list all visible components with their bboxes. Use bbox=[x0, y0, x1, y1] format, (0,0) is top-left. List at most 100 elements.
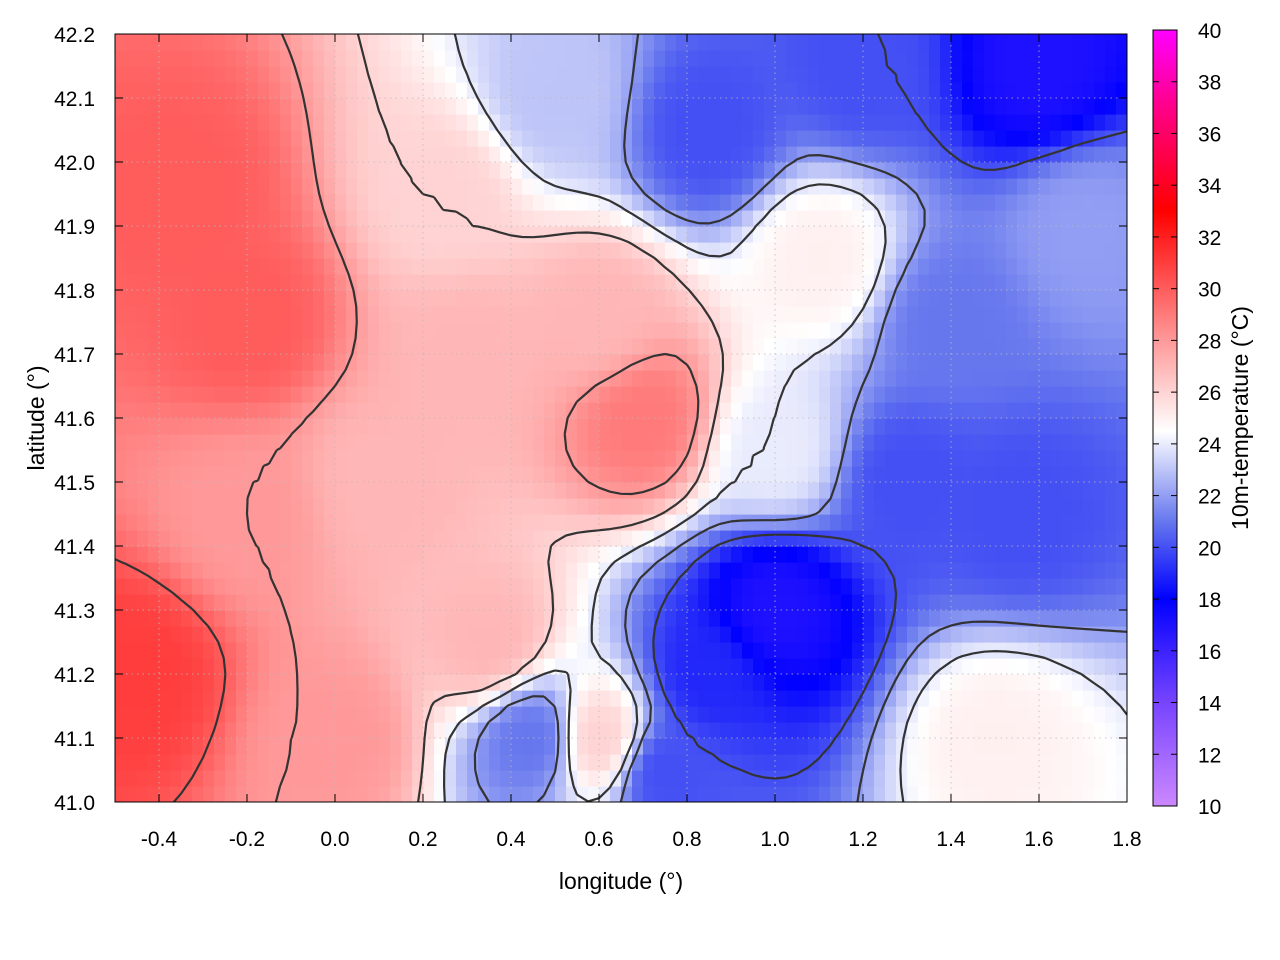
heatmap-cell bbox=[522, 146, 534, 163]
heatmap-cell bbox=[236, 354, 248, 371]
heatmap-cell bbox=[1061, 162, 1073, 179]
heatmap-cell bbox=[115, 194, 127, 211]
heatmap-cell bbox=[819, 482, 831, 499]
heatmap-cell bbox=[379, 466, 391, 483]
heatmap-cell bbox=[753, 210, 765, 227]
heatmap-cell bbox=[115, 626, 127, 643]
heatmap-cell bbox=[1072, 146, 1084, 163]
heatmap-cell bbox=[225, 82, 237, 99]
heatmap-cell bbox=[269, 482, 281, 499]
heatmap-cell bbox=[137, 354, 149, 371]
heatmap-cell bbox=[489, 434, 501, 451]
heatmap-cell bbox=[995, 674, 1007, 691]
heatmap-cell bbox=[1028, 178, 1040, 195]
heatmap-cell bbox=[643, 130, 655, 147]
heatmap-cell bbox=[258, 178, 270, 195]
heatmap-cell bbox=[1116, 114, 1127, 131]
heatmap-cell bbox=[291, 338, 303, 355]
heatmap-cell bbox=[1061, 482, 1073, 499]
heatmap-cell bbox=[995, 338, 1007, 355]
heatmap-cell bbox=[687, 754, 699, 771]
heatmap-cell bbox=[643, 274, 655, 291]
heatmap-cell bbox=[214, 690, 226, 707]
heatmap-cell bbox=[291, 594, 303, 611]
heatmap-cell bbox=[643, 386, 655, 403]
heatmap-cell bbox=[1116, 194, 1127, 211]
heatmap-cell bbox=[621, 402, 633, 419]
heatmap-cell bbox=[951, 674, 963, 691]
heatmap-cell bbox=[280, 162, 292, 179]
heatmap-cell bbox=[291, 370, 303, 387]
heatmap-cell bbox=[192, 34, 204, 51]
heatmap-cell bbox=[379, 450, 391, 467]
heatmap-cell bbox=[346, 82, 358, 99]
heatmap-cell bbox=[247, 578, 259, 595]
heatmap-cell bbox=[786, 354, 798, 371]
heatmap-cell bbox=[654, 434, 666, 451]
heatmap-cell bbox=[1028, 274, 1040, 291]
heatmap-cell bbox=[236, 274, 248, 291]
heatmap-cell bbox=[313, 370, 325, 387]
heatmap-cell bbox=[544, 706, 556, 723]
heatmap-cell bbox=[544, 130, 556, 147]
heatmap-cell bbox=[489, 66, 501, 83]
heatmap-cell bbox=[1006, 306, 1018, 323]
heatmap-cell bbox=[995, 610, 1007, 627]
heatmap-cell bbox=[1017, 594, 1029, 611]
heatmap-cell bbox=[533, 178, 545, 195]
heatmap-cell bbox=[588, 210, 600, 227]
heatmap-cell bbox=[984, 50, 996, 67]
heatmap-cell bbox=[687, 642, 699, 659]
heatmap-cell bbox=[1017, 66, 1029, 83]
heatmap-cell bbox=[335, 290, 347, 307]
heatmap-cell bbox=[137, 594, 149, 611]
heatmap-cell bbox=[291, 34, 303, 51]
heatmap-cell bbox=[456, 98, 468, 115]
heatmap-cell bbox=[698, 290, 710, 307]
heatmap-cell bbox=[357, 98, 369, 115]
heatmap-cell bbox=[335, 738, 347, 755]
heatmap-cell bbox=[1039, 82, 1051, 99]
heatmap-cell bbox=[1017, 674, 1029, 691]
heatmap-cell bbox=[390, 98, 402, 115]
heatmap-cell bbox=[489, 98, 501, 115]
heatmap-cell bbox=[1006, 386, 1018, 403]
heatmap-cell bbox=[929, 450, 941, 467]
heatmap-cell bbox=[368, 386, 380, 403]
heatmap-cell bbox=[489, 338, 501, 355]
heatmap-cell bbox=[445, 178, 457, 195]
heatmap-cell bbox=[984, 354, 996, 371]
heatmap-cell bbox=[863, 210, 875, 227]
heatmap-cell bbox=[346, 786, 358, 802]
heatmap-cell bbox=[698, 306, 710, 323]
heatmap-cell bbox=[225, 562, 237, 579]
heatmap-cell bbox=[742, 754, 754, 771]
heatmap-cell bbox=[918, 258, 930, 275]
heatmap-cell bbox=[335, 82, 347, 99]
heatmap-cell bbox=[214, 594, 226, 611]
heatmap-cell bbox=[115, 418, 127, 435]
heatmap-cell bbox=[665, 530, 677, 547]
heatmap-cell bbox=[687, 402, 699, 419]
heatmap-cell bbox=[214, 786, 226, 802]
heatmap-cell bbox=[764, 162, 776, 179]
heatmap-cell bbox=[181, 594, 193, 611]
heatmap-cell bbox=[324, 306, 336, 323]
heatmap-cell bbox=[1006, 770, 1018, 787]
heatmap-cell bbox=[368, 370, 380, 387]
heatmap-cell bbox=[291, 82, 303, 99]
heatmap-cell bbox=[192, 754, 204, 771]
heatmap-cell bbox=[1006, 546, 1018, 563]
heatmap-cell bbox=[1061, 322, 1073, 339]
heatmap-cell bbox=[819, 386, 831, 403]
heatmap-cell bbox=[126, 402, 138, 419]
heatmap-cell bbox=[456, 338, 468, 355]
heatmap-cell bbox=[687, 498, 699, 515]
heatmap-cell bbox=[467, 226, 479, 243]
heatmap-cell bbox=[973, 546, 985, 563]
heatmap-cell bbox=[148, 770, 160, 787]
heatmap-cell bbox=[588, 82, 600, 99]
heatmap-cell bbox=[819, 290, 831, 307]
heatmap-cell bbox=[247, 66, 259, 83]
heatmap-cell bbox=[522, 434, 534, 451]
